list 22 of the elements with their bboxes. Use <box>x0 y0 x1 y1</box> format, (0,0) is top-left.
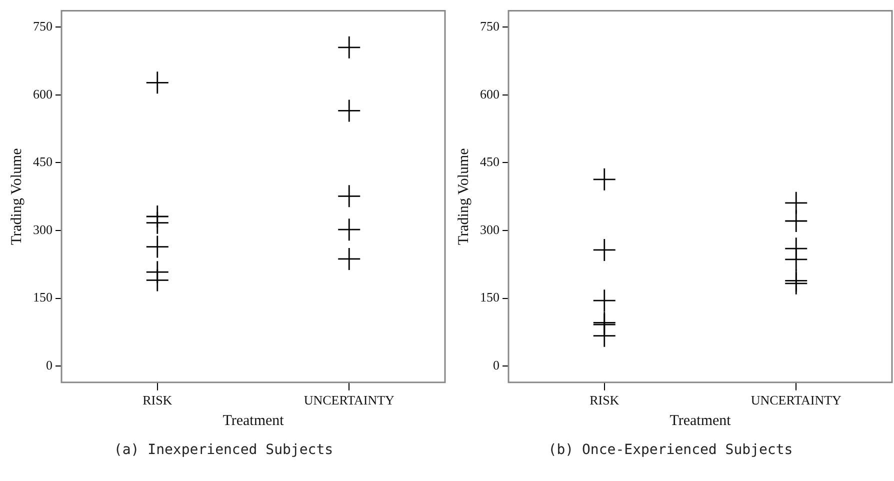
y-tick-label: 150 <box>33 290 52 305</box>
y-tick-label: 300 <box>480 222 500 237</box>
y-tick-label: 0 <box>493 358 500 373</box>
y-tick-label: 750 <box>33 18 52 34</box>
y-axis-title: Trading Volume <box>8 148 25 246</box>
y-tick-label: 600 <box>480 86 500 102</box>
y-tick-label: 150 <box>480 290 500 305</box>
y-tick-label: 300 <box>33 222 52 237</box>
y-tick-label: 0 <box>46 358 52 373</box>
y-tick-label: 450 <box>480 154 500 170</box>
y-axis-title: Trading Volume <box>456 148 472 246</box>
text: (b) Once-Experienced Subjects <box>547 442 794 458</box>
x-axis-title: Treatment <box>670 412 732 429</box>
x-tick-label: RISK <box>590 392 620 408</box>
x-axis-title: Treatment <box>222 412 285 429</box>
x-tick-label: RISK <box>142 392 173 408</box>
x-tick-label: UNCERTAINTY <box>750 392 842 408</box>
y-tick-label: 750 <box>480 18 500 34</box>
text: (a) Inexperienced Subjects <box>112 442 334 458</box>
x-tick-label: UNCERTAINTY <box>304 392 396 408</box>
y-tick-label: 450 <box>33 154 52 170</box>
y-tick-label: 600 <box>33 86 52 102</box>
